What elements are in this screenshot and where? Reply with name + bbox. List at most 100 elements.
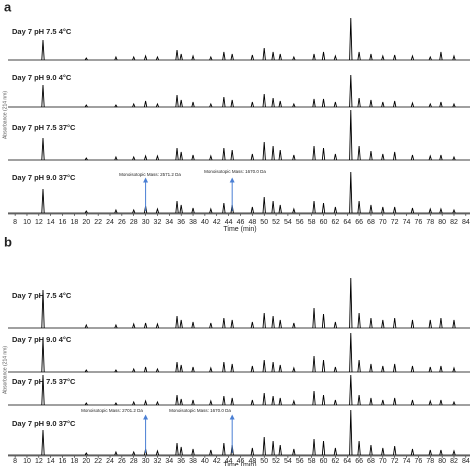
peak [230,53,234,61]
peak [250,365,254,373]
peak [222,361,226,373]
peak [381,206,385,214]
peak [155,55,160,61]
x-tick-label: 30 [142,219,150,226]
x-tick-label: 78 [426,458,434,465]
x-tick-label: 20 [82,219,90,226]
peak [439,317,443,329]
x-tick-label: 18 [71,219,79,226]
peak [428,449,432,456]
peak [84,323,88,329]
peak [222,96,226,108]
x-tick-label: 32 [154,458,162,465]
peak [439,51,443,61]
x-axis-label: Time (min) [223,226,256,233]
trace-label: Day 7 pH 9.0 4°C [12,335,72,344]
peak [41,137,45,161]
trace-label: Day 7 pH 7.5 37°C [12,123,76,132]
peak [179,53,183,61]
peak [321,394,326,406]
x-tick-label: 28 [130,458,138,465]
peak [175,49,179,61]
x-tick-label: 22 [94,458,102,465]
peak [41,289,45,329]
peak [191,101,195,108]
peak [132,322,136,329]
peak [262,359,266,373]
peak [191,448,195,456]
peak [271,97,275,108]
peak [278,397,282,406]
peak [333,447,338,456]
peak [278,53,282,61]
peak [312,355,316,373]
peak [439,101,443,108]
peak [191,321,195,329]
x-tick-label: 8 [13,219,17,226]
peak [209,154,213,161]
peak [250,206,254,214]
peak [155,207,160,214]
x-tick-label: 36 [177,219,185,226]
peak [452,366,456,373]
peak [369,99,373,108]
peak [271,315,275,329]
x-tick-label: 72 [391,458,399,465]
peak [428,319,432,329]
peak [292,366,296,373]
peak [278,444,282,456]
peak [357,200,361,214]
panel-label: a [4,0,12,14]
peak [452,400,456,406]
peak [191,207,195,214]
x-tick-label: 22 [94,219,102,226]
x-tick-label: 84 [462,219,470,226]
peak [428,399,432,406]
peak [312,53,316,61]
peak [410,207,415,214]
peak [439,207,443,214]
peak [114,369,118,373]
peak [191,154,195,161]
x-tick-label: 44 [225,458,233,465]
x-tick-label: 78 [426,219,434,226]
peak [357,359,361,373]
peak [357,97,361,108]
peak [349,17,353,61]
x-tick-label: 42 [213,219,221,226]
peak [381,101,385,108]
peak [393,397,397,406]
peak [132,400,136,406]
peak [41,429,45,456]
peak [349,409,353,456]
peak [381,447,385,456]
peak [292,55,296,61]
peak [312,438,316,456]
x-tick-label: 74 [403,219,411,226]
peak [321,147,326,161]
peak [209,449,213,456]
peak [155,449,160,456]
trace-label: Day 7 pH 9.0 37°C [12,173,76,182]
peak [292,207,296,214]
peak [230,319,234,329]
peak [132,155,136,161]
x-tick-label: 34 [165,219,173,226]
x-tick-label: 82 [450,219,458,226]
x-tick-label: 38 [189,458,197,465]
x-tick-label: 56 [296,458,304,465]
x-tick-label: 64 [343,458,351,465]
x-tick-label: 14 [47,458,55,465]
peak [114,450,118,456]
peak [452,208,456,214]
peak [271,51,275,61]
peak [410,365,415,373]
peak [381,365,385,373]
peak [369,204,373,214]
peak [439,154,443,161]
x-tick-label: 50 [260,458,268,465]
x-tick-label: 12 [35,458,43,465]
peak [428,55,432,61]
peak [428,102,432,108]
peak [222,442,226,456]
